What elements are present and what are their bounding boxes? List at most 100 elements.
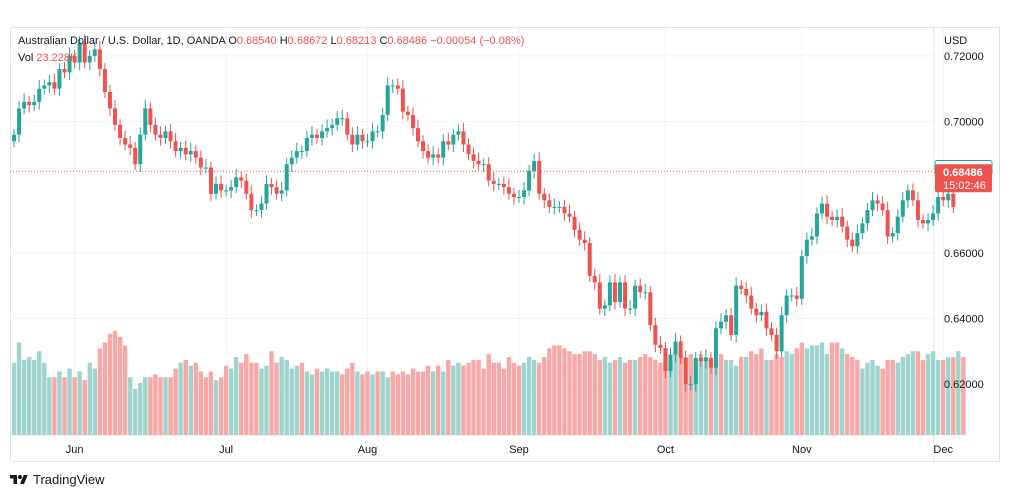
candle-body: [547, 200, 552, 207]
volume-bar: [57, 371, 62, 435]
candle-body: [148, 108, 153, 125]
volume-bar: [617, 357, 623, 435]
volume-bar: [451, 365, 456, 435]
candle-body: [840, 216, 845, 227]
candle-body: [739, 285, 744, 289]
volume-bar: [552, 345, 557, 435]
candle-body: [193, 151, 198, 158]
chart-frame: [10, 27, 1000, 462]
volume-bar: [208, 371, 214, 435]
candle-body: [234, 177, 239, 188]
high-label: H: [279, 35, 288, 47]
volume-bar: [708, 359, 714, 435]
time-tick-label: Sep: [509, 444, 529, 456]
volume-bar: [481, 368, 486, 435]
volume-bar: [102, 342, 108, 435]
volume-bar: [587, 351, 592, 435]
candle-body: [340, 118, 345, 120]
volume-bar: [547, 348, 552, 435]
volume-bar: [784, 351, 789, 435]
volume-bar: [264, 365, 269, 435]
footer[interactable]: TradingView: [10, 472, 105, 487]
volume-bar: [350, 362, 355, 435]
candle-body: [769, 328, 774, 335]
volume-bar: [572, 354, 577, 435]
candle-body: [27, 101, 32, 106]
volume-bar: [203, 377, 209, 435]
volume-bar: [244, 354, 249, 435]
volume-bar: [739, 357, 744, 435]
volume-bar: [850, 357, 855, 435]
symbol-legend: Australian Dollar / U.S. Dollar, 1D, OAN…: [18, 35, 524, 47]
candle-body: [390, 85, 395, 87]
volume-bar: [728, 359, 734, 435]
volume-bar: [425, 365, 431, 435]
volume-bar: [941, 359, 946, 435]
volume-bar: [779, 357, 784, 435]
candle-body: [441, 141, 446, 158]
candle-body: [431, 154, 436, 158]
volume-bar: [355, 371, 360, 435]
volume-bar: [956, 351, 961, 435]
volume-bar: [946, 357, 951, 435]
volume-bar: [42, 362, 47, 435]
volume-bar: [683, 357, 688, 435]
candle-body: [113, 108, 117, 125]
volume-bar: [138, 383, 143, 435]
volume-bar: [880, 368, 885, 435]
volume-bar: [905, 354, 911, 435]
volume-bar: [319, 371, 325, 435]
candle-body: [32, 101, 37, 106]
volume-bar: [365, 371, 370, 435]
candle-body: [208, 167, 213, 194]
candle-body: [754, 308, 759, 316]
candle-body: [224, 190, 229, 192]
candle-body: [436, 154, 441, 158]
volume-bar: [865, 362, 870, 435]
volume-bar: [840, 348, 845, 435]
candle-body: [870, 200, 875, 211]
candle-body: [37, 88, 42, 102]
volume-bar: [405, 374, 411, 435]
volume-bar: [254, 362, 259, 435]
candle-body: [572, 216, 577, 230]
volume-bar: [193, 362, 198, 435]
volume-bar: [446, 359, 451, 435]
volume-bar: [703, 357, 709, 435]
volume-bar: [335, 371, 340, 435]
candle-body: [491, 180, 496, 184]
candle-body: [486, 164, 491, 181]
candle-body: [557, 206, 562, 208]
volume-bar: [567, 351, 572, 435]
volume-bar: [87, 362, 92, 435]
volume-bar: [329, 371, 335, 435]
volume-bar: [663, 357, 668, 435]
candle-body: [784, 295, 789, 316]
volume-bar: [294, 365, 299, 435]
volume-bar: [47, 377, 52, 435]
volume-bar: [723, 359, 729, 435]
candle-body: [537, 160, 542, 194]
candle-body: [82, 42, 87, 63]
candle-body: [87, 55, 92, 63]
candle-body: [97, 49, 102, 70]
candle-body: [446, 141, 451, 145]
volume-bar: [375, 371, 380, 435]
candle-body: [713, 328, 718, 368]
candle-body: [264, 183, 269, 204]
candle-body: [214, 183, 218, 194]
volume-bar: [496, 362, 501, 435]
volume-bar: [557, 345, 562, 435]
currency-label: USD: [944, 35, 967, 47]
candle-body: [52, 82, 57, 89]
open-value: 0.68540: [236, 35, 277, 47]
candle-body: [279, 190, 284, 194]
volume-bar: [385, 377, 390, 435]
candle-body: [239, 177, 244, 181]
low-value: 0.68213: [336, 35, 377, 47]
candle-body: [355, 134, 360, 145]
volume-bar: [324, 368, 330, 435]
candle-body: [102, 69, 107, 93]
candle-body: [410, 114, 415, 129]
